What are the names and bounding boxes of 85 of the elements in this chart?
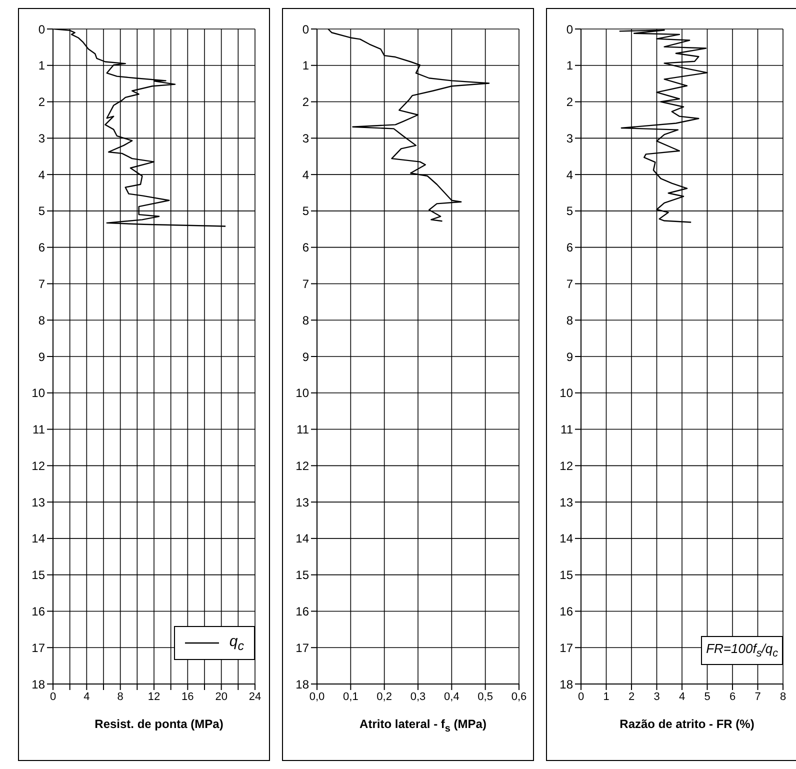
x-tick-label: 0,0 <box>309 690 325 703</box>
x-tick-label: 2 <box>628 690 635 703</box>
x-tick-label: 8 <box>780 690 786 703</box>
y-tick-label: 1 <box>566 58 574 73</box>
y-tick-label: 12 <box>296 458 310 473</box>
x-tick-label: 0,3 <box>410 690 426 703</box>
y-tick-label: 18 <box>32 677 46 692</box>
x-tick-label: 8 <box>117 690 124 703</box>
x-tick-label: 5 <box>704 690 710 703</box>
y-tick-label: 7 <box>302 276 310 291</box>
y-tick-label: 2 <box>566 95 574 110</box>
y-tick-label: 11 <box>296 422 310 437</box>
y-tick-label: 4 <box>566 168 574 182</box>
y-tick-label: 9 <box>566 350 574 364</box>
y-tick-label: 4 <box>302 168 310 182</box>
y-tick-label: 8 <box>302 313 310 328</box>
y-tick-label: 6 <box>38 240 46 255</box>
y-tick-label: 13 <box>296 495 310 510</box>
x-tick-label: 12 <box>148 690 160 703</box>
x-axis-title: Resist. de ponta (MPa) <box>94 717 224 731</box>
y-tick-label: 15 <box>560 568 574 582</box>
y-tick-label: 6 <box>566 240 574 255</box>
y-tick-label: 17 <box>296 640 310 655</box>
y-tick-label: 3 <box>38 131 46 146</box>
annotation: FR=100f$_{s}$/q$_{c}$ <box>701 636 783 665</box>
x-tick-label: 0,2 <box>376 690 392 703</box>
x-tick-label: 16 <box>182 690 194 703</box>
y-tick-label: 0 <box>38 22 46 36</box>
x-tick-label: 0,6 <box>511 690 527 703</box>
x-tick-label: 3 <box>654 690 660 703</box>
y-tick-label: 11 <box>32 422 46 437</box>
x-tick-label: 0 <box>578 690 584 703</box>
y-tick-label: 14 <box>32 532 46 546</box>
y-tick-label: 3 <box>302 131 310 146</box>
y-tick-label: 6 <box>302 240 310 255</box>
x-tick-label: 0,1 <box>343 690 358 703</box>
y-tick-label: 18 <box>560 677 574 692</box>
y-tick-label: 3 <box>566 131 574 146</box>
x-tick-label: 20 <box>215 690 228 703</box>
y-tick-label: 17 <box>560 640 574 655</box>
y-tick-label: 1 <box>38 58 46 73</box>
y-tick-label: 8 <box>38 313 46 328</box>
y-tick-label: 14 <box>296 532 310 546</box>
y-tick-label: 5 <box>566 204 574 218</box>
y-tick-label: 10 <box>296 386 310 400</box>
y-tick-label: 4 <box>38 168 46 182</box>
x-tick-label: 0,4 <box>444 690 460 703</box>
y-tick-label: 1 <box>302 58 310 73</box>
y-tick-label: 7 <box>38 276 46 291</box>
y-tick-label: 13 <box>560 495 574 510</box>
y-tick-label: 10 <box>560 386 574 400</box>
y-tick-label: 11 <box>560 422 574 437</box>
x-tick-label: 24 <box>248 690 262 703</box>
x-axis-title: Atrito lateral - f$_{s}$ (MPa) <box>358 717 488 734</box>
x-axis-title: Razão de atrito - FR (%) <box>618 717 756 731</box>
x-tick-label: 7 <box>754 690 761 703</box>
legend-label: q$_{c}$ <box>229 633 244 653</box>
y-tick-label: 16 <box>32 604 46 618</box>
y-tick-label: 15 <box>32 568 46 582</box>
y-tick-label: 17 <box>32 640 46 655</box>
x-tick-label: 0,5 <box>478 690 493 703</box>
x-tick-label: 6 <box>729 690 736 703</box>
x-tick-label: 4 <box>84 690 90 703</box>
x-tick-label: 4 <box>678 690 686 703</box>
x-tick-label: 1 <box>603 690 610 703</box>
y-tick-label: 0 <box>302 22 310 36</box>
y-tick-label: 15 <box>296 568 310 582</box>
y-tick-label: 8 <box>566 313 574 328</box>
x-tick-label: 0 <box>50 690 56 703</box>
y-tick-label: 5 <box>38 204 46 218</box>
y-tick-label: 16 <box>296 604 310 618</box>
y-tick-label: 12 <box>32 458 46 473</box>
y-tick-label: 0 <box>566 22 574 36</box>
y-tick-label: 12 <box>560 458 574 473</box>
y-tick-label: 2 <box>38 95 46 110</box>
y-tick-label: 7 <box>566 276 574 291</box>
y-tick-label: 16 <box>560 604 574 618</box>
y-tick-label: 10 <box>32 386 46 400</box>
y-tick-label: 2 <box>302 95 310 110</box>
y-tick-label: 18 <box>296 677 310 692</box>
y-tick-label: 9 <box>38 350 46 364</box>
y-tick-label: 13 <box>32 495 46 510</box>
y-tick-label: 9 <box>302 350 310 364</box>
y-tick-label: 14 <box>560 532 574 546</box>
y-tick-label: 5 <box>302 204 310 218</box>
